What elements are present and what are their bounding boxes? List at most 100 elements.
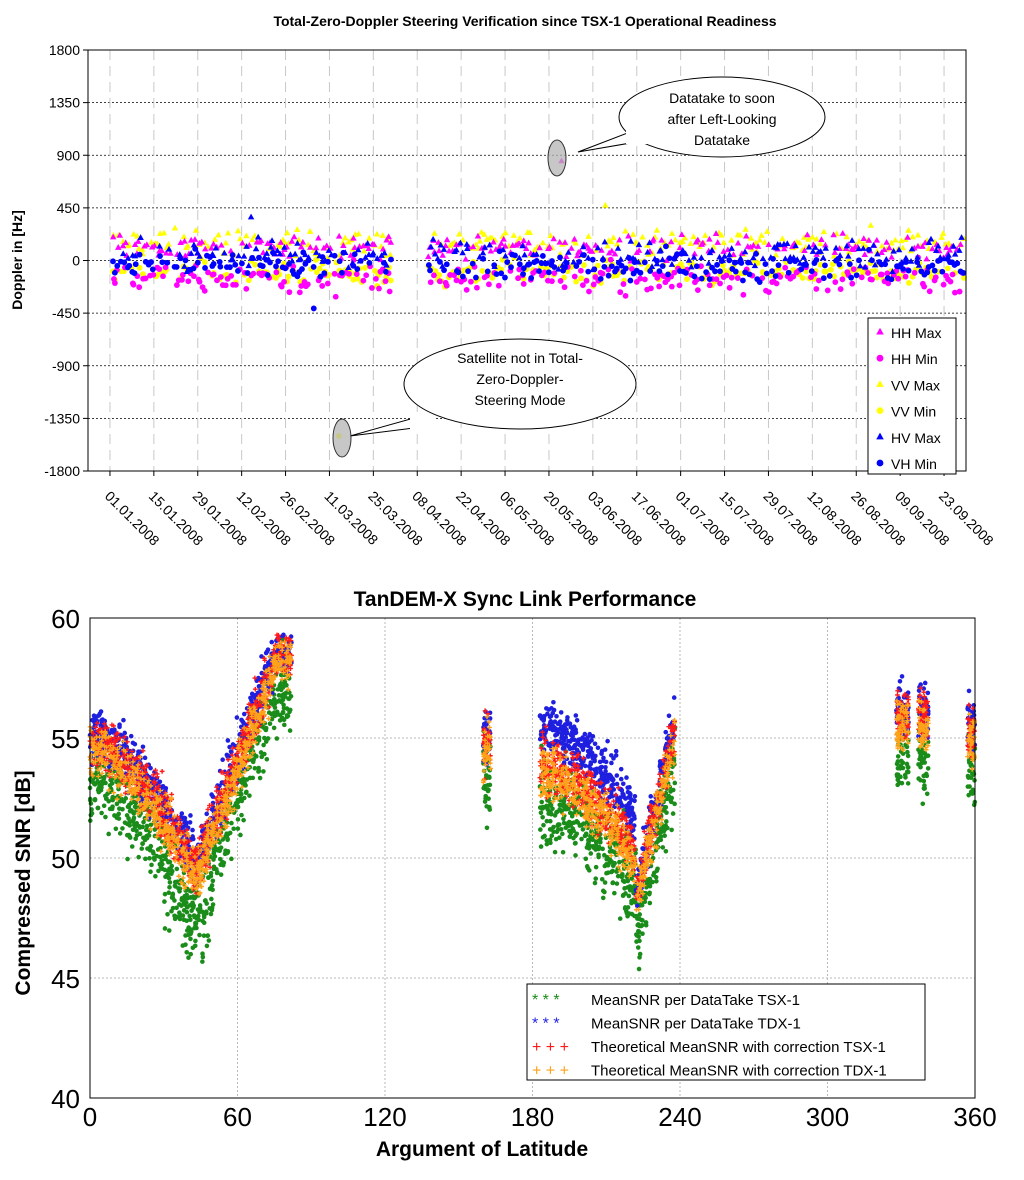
- sync-link-point-meansnr-per-datatake-tsx-1: [484, 825, 490, 831]
- sync-link-point-meansnr-per-datatake-tdx-1: [613, 753, 619, 758]
- doppler-point-vh-min: [443, 261, 450, 268]
- sync-link-point-meansnr-per-datatake-tsx-1: [670, 811, 676, 816]
- doppler-point-hh-max: [923, 255, 930, 262]
- doppler-point-vv-max: [387, 251, 394, 258]
- doppler-point-hh-min: [586, 288, 592, 295]
- doppler-point-vh-min: [427, 267, 433, 274]
- sync-link-point-theoretical-meansnr-with-correction-tsx-1: [234, 751, 240, 756]
- sync-link-point-meansnr-per-datatake-tsx-1: [547, 837, 553, 842]
- doppler-point-vv-min: [581, 262, 587, 268]
- sync-link-point-meansnr-per-datatake-tdx-1: [128, 733, 134, 739]
- doppler-point-vv-max: [360, 247, 368, 254]
- doppler-point-hh-min: [773, 280, 780, 287]
- sync-link-point-meansnr-per-datatake-tsx-1: [136, 823, 142, 829]
- doppler-point-hh-max: [635, 247, 643, 253]
- doppler-point-vh-min: [319, 254, 326, 260]
- doppler-point-vh-min: [239, 260, 245, 267]
- doppler-point-hh-max: [115, 244, 122, 250]
- doppler-point-hv-max: [137, 234, 144, 240]
- doppler-point-hv-max: [908, 245, 916, 252]
- sync-link-point-meansnr-per-datatake-tsx-1: [233, 801, 239, 806]
- doppler-point-vh-min: [726, 257, 733, 264]
- doppler-point-hh-min: [577, 267, 584, 274]
- sync-link-point-meansnr-per-datatake-tsx-1: [174, 866, 180, 872]
- doppler-point-vh-min: [259, 263, 266, 270]
- doppler-point-vh-min: [382, 268, 389, 275]
- sync-link-point-meansnr-per-datatake-tdx-1: [136, 749, 141, 755]
- doppler-point-hv-max: [481, 244, 489, 250]
- doppler-point-hv-max: [156, 242, 163, 249]
- doppler-point-hh-max: [202, 245, 209, 252]
- doppler-point-vh-min: [473, 274, 479, 281]
- sync-link-point-meansnr-per-datatake-tsx-1: [555, 823, 561, 829]
- sync-link-point-meansnr-per-datatake-tsx-1: [602, 852, 607, 858]
- doppler-point-hh-max: [929, 245, 936, 252]
- sync-link-point-theoretical-meansnr-with-correction-tsx-1: [182, 841, 188, 847]
- sync-link-point-meansnr-per-datatake-tdx-1: [588, 760, 594, 765]
- sync-link-point-meansnr-per-datatake-tsx-1: [538, 810, 544, 816]
- sync-link-point-meansnr-per-datatake-tdx-1: [921, 686, 927, 691]
- doppler-point-vh-min: [674, 251, 680, 258]
- sync-link-point-meansnr-per-datatake-tsx-1: [551, 829, 556, 835]
- doppler-point-hv-max: [728, 245, 735, 251]
- sync-link-point-meansnr-per-datatake-tsx-1: [557, 835, 562, 840]
- doppler-point-vh-min: [216, 259, 223, 265]
- sync-link-point-meansnr-per-datatake-tsx-1: [654, 840, 659, 845]
- sync-link-point-theoretical-meansnr-with-correction-tsx-1: [91, 731, 96, 736]
- sync-link-point-meansnr-per-datatake-tdx-1: [611, 756, 616, 761]
- doppler-point-hv-max: [648, 263, 656, 270]
- doppler-point-hh-min: [885, 280, 892, 287]
- doppler-legend-label: VV Max: [891, 377, 940, 393]
- doppler-point-hv-max: [688, 263, 695, 270]
- doppler-point-hh-max: [435, 247, 443, 254]
- sync-link-point-theoretical-meansnr-with-correction-tsx-1: [187, 838, 192, 844]
- sync-link-point-meansnr-per-datatake-tsx-1: [162, 891, 168, 897]
- sync-link-point-theoretical-meansnr-with-correction-tsx-1: [107, 758, 113, 764]
- doppler-point-hh-max: [734, 239, 742, 246]
- doppler-point-hv-max: [521, 251, 528, 258]
- sync-link-point-meansnr-per-datatake-tdx-1: [554, 713, 559, 719]
- sync-link-point-meansnr-per-datatake-tdx-1: [620, 803, 625, 808]
- sync-link-point-meansnr-per-datatake-tdx-1: [209, 792, 214, 797]
- doppler-point-hv-max: [716, 253, 723, 260]
- sync-link-point-meansnr-per-datatake-tsx-1: [617, 859, 622, 865]
- doppler-point-vv-max: [613, 240, 621, 247]
- doppler-point-vv-min: [817, 261, 824, 268]
- sync-link-point-meansnr-per-datatake-tsx-1: [190, 945, 196, 951]
- doppler-point-vh-min: [275, 258, 282, 265]
- sync-link-point-meansnr-per-datatake-tsx-1: [572, 841, 578, 846]
- doppler-point-hh-max: [462, 255, 469, 262]
- doppler-point-hv-max: [925, 239, 933, 245]
- doppler-point-vh-min: [738, 260, 745, 266]
- doppler-point-vh-min: [691, 273, 698, 280]
- sync-link-point-theoretical-meansnr-with-correction-tsx-1: [158, 833, 164, 839]
- doppler-point-hh-min: [617, 289, 624, 296]
- sync-link-point-meansnr-per-datatake-tdx-1: [157, 779, 163, 785]
- doppler-point-vh-min: [173, 264, 180, 270]
- sync-link-point-theoretical-meansnr-with-correction-tsx-1: [122, 765, 128, 770]
- doppler-point-hv-max: [459, 249, 466, 256]
- doppler-point-vv-max: [728, 236, 735, 243]
- doppler-point-vv-min: [479, 268, 486, 274]
- doppler-point-hh-min: [549, 278, 555, 285]
- doppler-point-hh-min: [346, 270, 352, 277]
- sync-link-point-meansnr-per-datatake-tsx-1: [632, 913, 637, 919]
- doppler-point-vh-min: [182, 257, 189, 264]
- sync-link-point-meansnr-per-datatake-tsx-1: [586, 846, 592, 851]
- doppler-point-hh-max: [181, 237, 188, 244]
- sync-link-point-meansnr-per-datatake-tdx-1: [605, 738, 610, 744]
- doppler-point-hv-max: [287, 251, 294, 257]
- doppler-legend-label: HH Max: [891, 325, 942, 341]
- sync-link-point-meansnr-per-datatake-tsx-1: [206, 875, 211, 881]
- sync-link-point-meansnr-per-datatake-tsx-1: [672, 801, 677, 807]
- sync-link-point-theoretical-meansnr-with-correction-tsx-1: [262, 657, 268, 663]
- doppler-point-hh-min: [484, 272, 490, 279]
- doppler-point-vh-min: [538, 260, 545, 267]
- doppler-point-hh-min: [360, 277, 367, 284]
- sync-link-point-meansnr-per-datatake-tsx-1: [895, 777, 901, 783]
- doppler-y-tick-label: 450: [57, 200, 81, 216]
- doppler-point-hh-min: [156, 266, 163, 273]
- sync-link-point-meansnr-per-datatake-tsx-1: [558, 826, 564, 832]
- doppler-point-hh-max: [904, 233, 911, 240]
- sync-link-point-meansnr-per-datatake-tdx-1: [140, 796, 145, 802]
